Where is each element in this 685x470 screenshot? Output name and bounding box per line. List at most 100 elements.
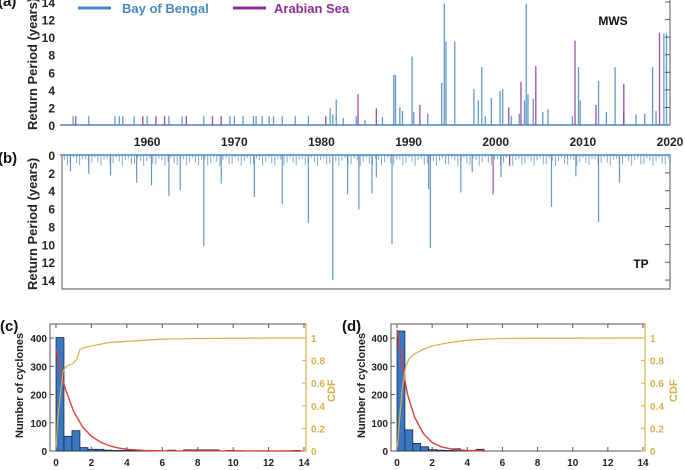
x-tick-label: 4 <box>124 458 130 469</box>
y-tick-label: 200 <box>30 391 47 402</box>
y-tick-label: 0 <box>48 119 55 133</box>
y-tick-label: 100 <box>371 419 388 430</box>
x-tick-label: 8 <box>535 458 541 469</box>
x-tick-label: 14 <box>298 458 310 469</box>
legend-bob-label: Bay of Bengal <box>122 1 209 16</box>
cdf-curve <box>396 337 644 452</box>
y-tick-label: 8 <box>48 220 55 234</box>
legend-as-label: Arabian Sea <box>274 1 350 16</box>
x-tick-label: 12 <box>602 458 614 469</box>
y-tick-label: 0 <box>382 447 388 458</box>
y-axis-label: Return Period (years) <box>25 158 40 290</box>
y-tick-label: 2 <box>48 101 55 115</box>
y-tick-label: 2 <box>48 167 55 181</box>
x-tick-label: 1980 <box>308 135 335 149</box>
cdf-tick-label: 0.2 <box>311 424 325 435</box>
x-tick-label: 10 <box>567 458 579 469</box>
y-axis-label: Number of cyclones <box>356 333 368 438</box>
x-tick-label: 12 <box>263 458 275 469</box>
cdf-tick-label: 0.4 <box>650 402 664 413</box>
x-tick-label: 2 <box>429 458 435 469</box>
histogram-bar <box>95 448 105 452</box>
plot-frame <box>390 323 646 452</box>
y-tick-label: 300 <box>371 362 388 373</box>
cdf-tick-label: 0.8 <box>311 357 325 368</box>
cdf-tick-label: 0.6 <box>650 379 664 390</box>
y-tick-label: 14 <box>42 0 56 10</box>
cdf-axis-label: CDF <box>668 379 680 402</box>
y-tick-label: 4 <box>48 84 55 98</box>
y-tick-label: 10 <box>42 238 56 252</box>
histogram-bar <box>71 430 81 452</box>
x-tick-label: 8 <box>195 458 201 469</box>
histogram-bar <box>444 450 453 452</box>
x-tick-label: 2010 <box>570 135 597 149</box>
y-tick-label: 0 <box>48 149 55 163</box>
y-tick-label: 400 <box>371 334 388 345</box>
histogram-bar <box>412 442 422 452</box>
x-tick-label: 14 <box>637 458 649 469</box>
x-tick-label: 10 <box>228 458 240 469</box>
x-tick-label: 0 <box>53 458 59 469</box>
y-tick-label: 10 <box>42 31 56 45</box>
panel-label: (c) <box>0 318 18 335</box>
panel-label: (d) <box>342 318 361 335</box>
x-tick-label: 6 <box>160 458 166 469</box>
y-tick-label: 12 <box>42 256 56 270</box>
x-tick-label: 1990 <box>395 135 422 149</box>
cdf-tick-label: 0.2 <box>650 424 664 435</box>
histogram-bar <box>79 447 89 452</box>
x-tick-label: 1960 <box>134 135 161 149</box>
plot-frame <box>49 323 307 452</box>
fit-curve <box>55 349 305 452</box>
panel-label: (b) <box>0 150 17 167</box>
cdf-tick-label: 0 <box>650 447 656 458</box>
cdf-tick-label: 0.4 <box>311 402 325 413</box>
y-tick-label: 100 <box>30 419 47 430</box>
cdf-axis-label: CDF <box>326 379 338 402</box>
histogram-bar <box>103 449 113 452</box>
cdf-tick-label: 0.8 <box>650 357 664 368</box>
y-tick-label: 8 <box>48 49 55 63</box>
x-tick-label: 2000 <box>482 135 509 149</box>
x-tick-label: 6 <box>500 458 506 469</box>
cdf-tick-label: 1 <box>311 334 317 345</box>
x-tick-label: 2 <box>89 458 95 469</box>
y-tick-label: 6 <box>48 66 55 80</box>
cdf-tick-label: 0 <box>311 447 317 458</box>
x-tick-label: 1970 <box>221 135 248 149</box>
y-tick-label: 200 <box>371 391 388 402</box>
plot-frame <box>61 154 671 290</box>
panel-a: 0 2 4 6 8 10 12 14 1960 1970 1980 1990 2000 2010 2020 R… <box>0 0 684 149</box>
y-tick-label: 6 <box>48 203 55 217</box>
y-tick-label: 400 <box>30 334 47 345</box>
histogram-bar <box>127 450 137 452</box>
fit-curve <box>396 329 485 452</box>
cdf-tick-label: 1 <box>650 334 656 345</box>
histogram-bar <box>420 446 430 452</box>
y-axis-label: Number of cyclones <box>14 333 26 438</box>
cdf-curve <box>55 337 305 452</box>
x-tick-label: 0 <box>394 458 400 469</box>
variable-tag: TP <box>633 257 648 271</box>
histogram-bar <box>63 435 73 452</box>
y-tick-label: 4 <box>48 185 55 199</box>
x-tick-label: 2020 <box>657 135 684 149</box>
y-tick-label: 0 <box>41 447 47 458</box>
y-tick-label: 12 <box>42 14 56 28</box>
histogram-bar <box>436 449 445 452</box>
x-tick-label: 4 <box>465 458 471 469</box>
histogram-bar <box>396 330 406 452</box>
panel-label: (a) <box>0 0 16 10</box>
y-tick-label: 14 <box>42 274 56 288</box>
variable-tag: MWS <box>598 14 627 28</box>
y-axis-label: Return Period (years) <box>25 0 40 130</box>
histogram-bar <box>111 450 121 452</box>
histogram-bar <box>404 429 414 452</box>
y-tick-label: 300 <box>30 362 47 373</box>
cdf-tick-label: 0.6 <box>311 379 325 390</box>
